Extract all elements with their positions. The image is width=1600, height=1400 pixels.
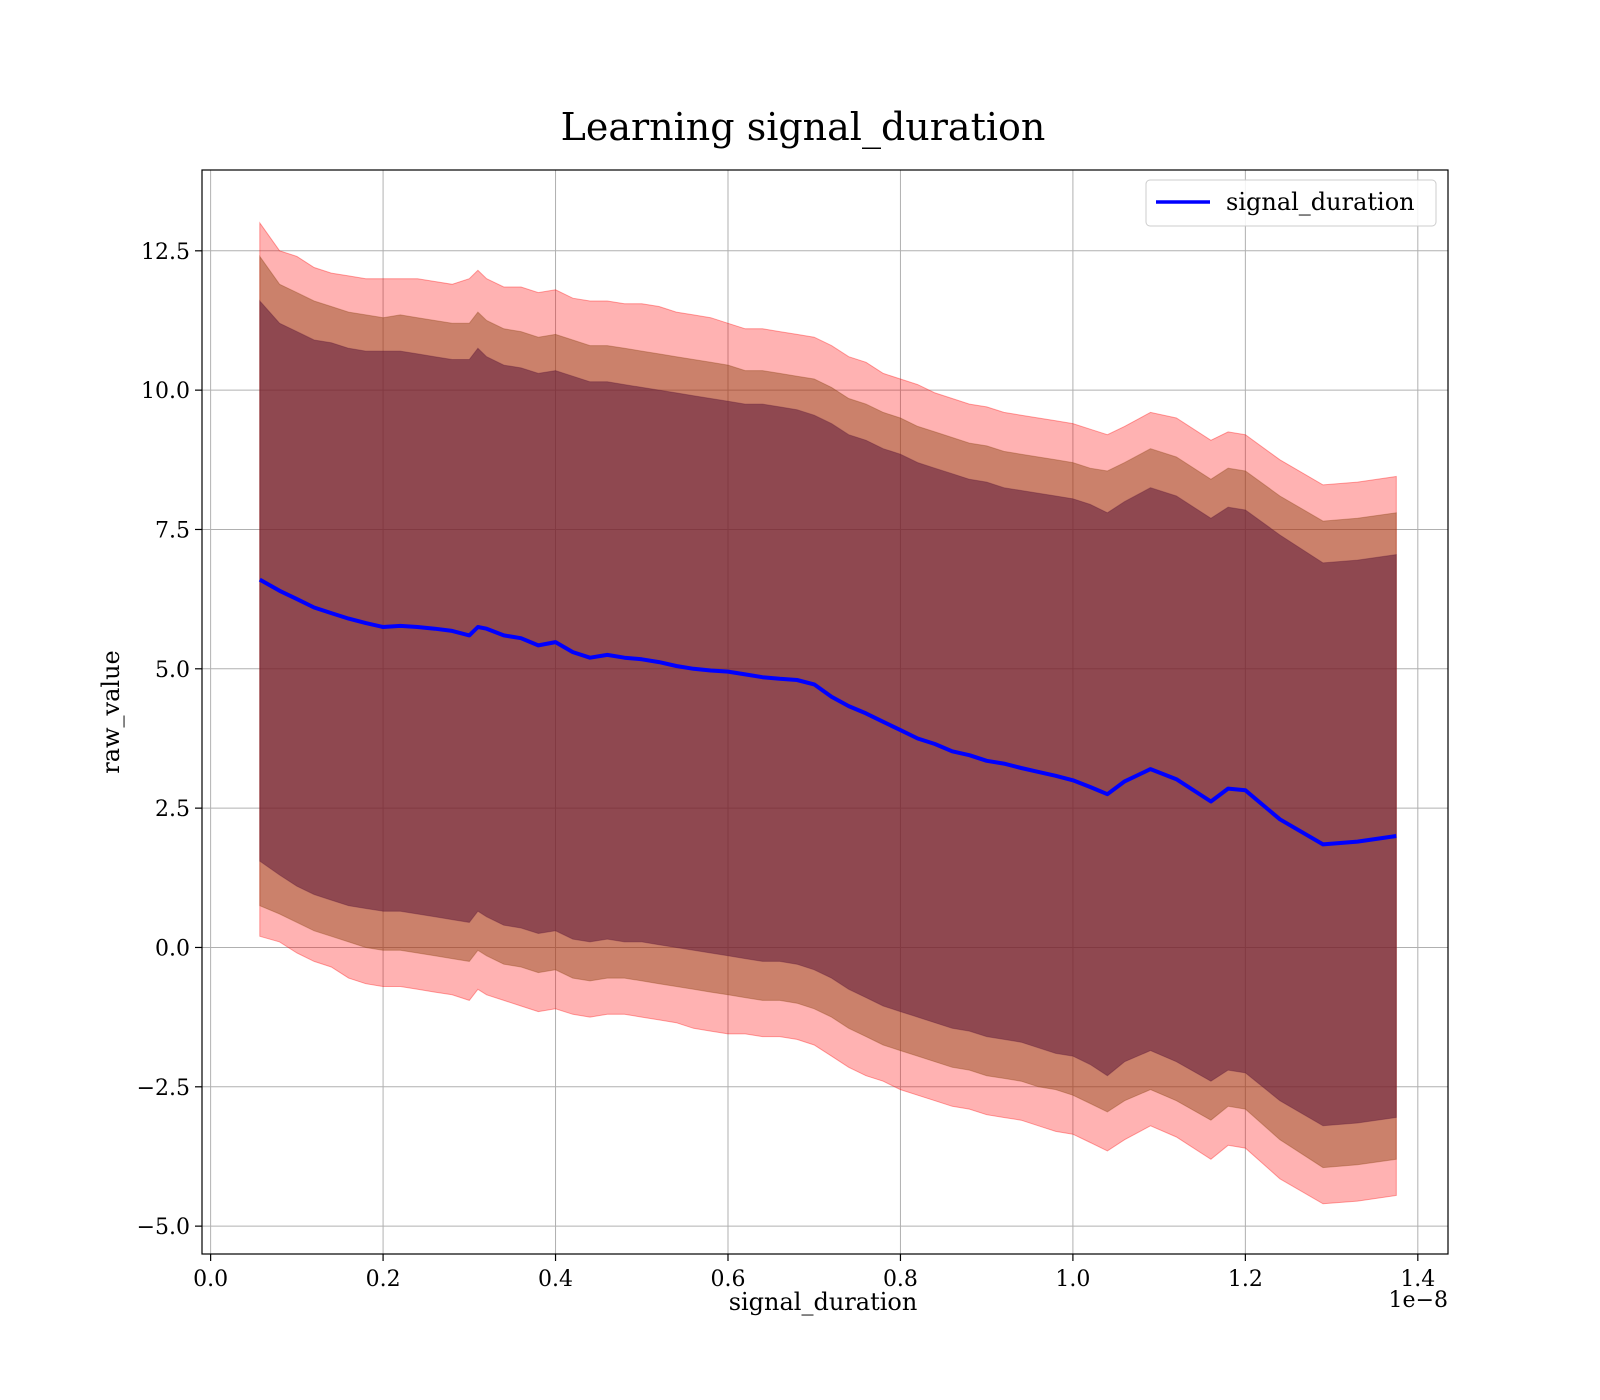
legend-box	[1145, 179, 1437, 227]
y-tick-label: −2.5	[137, 1076, 190, 1101]
x-tick-label: 0.2	[366, 1267, 401, 1292]
x-axis-ticks: 0.0 0.2 0.4 0.6 0.8 1.0 1.2 1.4	[193, 1254, 1435, 1292]
y-tick-label: −5.0	[137, 1215, 190, 1240]
y-tick-label: 10.0	[141, 379, 190, 404]
series-line-signal-duration	[258, 577, 1397, 847]
confidence-bands	[259, 221, 1397, 1205]
y-tick-label: 12.5	[141, 240, 190, 265]
x-axis-offset-label: 1e−8	[1389, 1288, 1448, 1313]
x-tick-label: 0.8	[883, 1267, 918, 1292]
y-tick-label: 5.0	[155, 658, 190, 683]
y-tick-label: 7.5	[155, 518, 190, 543]
x-tick-label: 0.6	[710, 1267, 745, 1292]
y-axis-ticks: −5.0 −2.5 0.0 2.5 5.0 7.5 10.0 12.5	[137, 240, 202, 1240]
chart-title: Learning signal_duration	[561, 105, 1046, 150]
legend-entry-signal-duration: signal_duration	[1226, 188, 1415, 216]
legend: signal_duration	[1145, 179, 1437, 227]
y-axis-label: raw_value	[97, 650, 125, 774]
y-tick-label: 0.0	[155, 936, 190, 961]
series-lines	[258, 577, 1397, 847]
band-inner	[259, 299, 1397, 1127]
x-axis-label: signal_duration	[729, 1288, 918, 1316]
x-tick-label: 0.4	[538, 1267, 573, 1292]
x-tick-label: 1.0	[1055, 1267, 1090, 1292]
plot-frame	[201, 169, 1449, 1255]
x-tick-label: 1.4	[1400, 1267, 1435, 1292]
x-tick-label: 1.2	[1228, 1267, 1263, 1292]
y-tick-label: 2.5	[155, 797, 190, 822]
x-tick-label: 0.0	[193, 1267, 228, 1292]
